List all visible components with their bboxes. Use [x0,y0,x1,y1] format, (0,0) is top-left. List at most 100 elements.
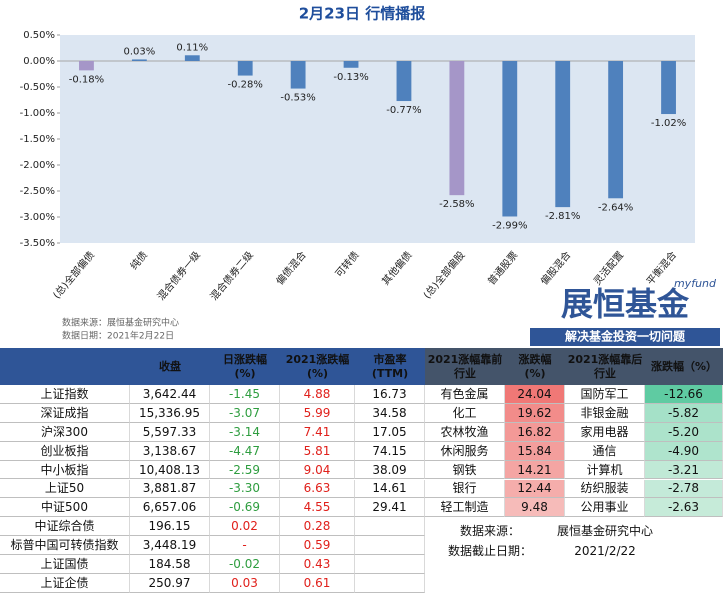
table-cell: 非银金融 [565,403,645,423]
header-cell: 2021涨幅靠前 行业 [425,348,505,385]
table-cell: 3,642.44 [130,385,210,404]
bar [131,59,147,61]
table-cell: 10,408.13 [130,460,210,480]
header-cell: 市盈率 (TTM) [355,348,425,385]
chart-title: 2月23日 行情播报 [299,5,426,23]
table-cell: 184.58 [130,555,210,574]
header-line: 收盘 [159,359,181,373]
table-cell: 34.58 [355,403,425,423]
bar [184,55,200,61]
table-cell: 16.82 [505,422,565,442]
header-cell: 涨跌幅（%） [645,348,723,385]
x-tick-label: 纯债 [127,249,150,273]
y-tick-label: -1.00% [20,108,55,119]
value-label: 0.11% [176,42,208,53]
table-cell: 4.88 [280,385,355,404]
table-cell: -4.47 [210,441,280,461]
table-cell: 0.61 [280,574,355,593]
table-cell: 中证综合债 [0,517,130,537]
bar [290,61,306,89]
value-label: -1.02% [651,118,686,129]
table-cell: 196.15 [130,517,210,537]
y-tick-label: -0.50% [20,82,55,93]
header-line: 行业 [454,366,476,380]
table-cell: 15,336.95 [130,403,210,423]
table-cell: 0.02 [210,517,280,537]
logo-banner [530,328,720,346]
table-cell: 公用事业 [565,498,645,518]
x-tick-label: 普通股票 [485,249,521,288]
header-line: (%) [524,366,546,380]
header-cell: 涨跌幅 (%) [505,348,565,385]
y-tick-label: -1.50% [20,134,55,145]
table-cell [355,536,425,556]
header-cell: 收盘 [130,348,210,385]
table-cell: 家用电器 [565,422,645,442]
table-cell: 38.09 [355,460,425,480]
table-cell: 17.05 [355,422,425,442]
y-tick-label: 0.00% [23,56,55,67]
bar [343,61,359,68]
table-cell: 标普中国可转债指数 [0,536,130,556]
table-cell: 沪深300 [0,422,130,442]
logo-name: 展恒基金 [561,285,690,323]
source-value: 2021/2/22 [574,544,636,559]
table-cell: 16.73 [355,385,425,404]
chart-note: 数据日期：2021年2月22日 [62,330,174,342]
header-line: (%) [306,366,329,380]
table-cell: 中小板指 [0,460,130,480]
table-cell: -0.69 [210,498,280,518]
x-tick-label: 混合债券一级 [154,249,203,303]
header-line: 2021涨幅靠前 [427,352,503,366]
table-cell: -3.21 [645,460,723,480]
table-cell: 0.43 [280,555,355,574]
table-cell: -3.14 [210,422,280,442]
table-cell: 4.55 [280,498,355,518]
plot-area [60,35,695,243]
table-cell: 24.04 [505,385,565,404]
value-label: -0.13% [333,72,368,83]
bar [502,61,518,217]
table-cell: 农林牧渔 [425,422,505,442]
table-cell: 0.59 [280,536,355,556]
bar [449,61,465,196]
value-label: -0.28% [228,80,263,91]
table-cell: 上证国债 [0,555,130,574]
table-cell: 5,597.33 [130,422,210,442]
bar [396,61,412,102]
table-cell: 6.63 [280,479,355,499]
bar [661,61,676,115]
value-label: -0.77% [386,105,421,116]
table-cell: 0.03 [210,574,280,593]
table-cell: 7.41 [280,422,355,442]
header-line: 涨跌幅 [518,352,552,366]
table-cell: 纺织服装 [565,479,645,499]
table-cell: 国防军工 [565,385,645,404]
bar [555,61,571,208]
header-line: (%) [234,366,256,380]
table-cell: 深证成指 [0,403,130,423]
table-cell: 250.97 [130,574,210,593]
value-label: 0.03% [123,46,155,57]
table-cell: 14.61 [355,479,425,499]
header-line: 2021涨跌幅 [285,352,350,366]
value-label: -2.58% [439,199,474,210]
y-tick-label: -3.00% [20,212,55,223]
table-cell: 化工 [425,403,505,423]
bar [608,61,624,199]
logo-slogan: 解决基金投资一切问题 [565,329,686,344]
header-line: 2021涨幅靠后 [567,352,643,366]
table-cell: 上证企债 [0,574,130,593]
table-cell: 3,448.19 [130,536,210,556]
table-cell: 5.99 [280,403,355,423]
value-label: -0.18% [69,74,104,85]
table-cell: -2.63 [645,498,723,518]
table-cell: 0.28 [280,517,355,537]
table-cell [355,517,425,537]
table-cell: -2.59 [210,460,280,480]
table-cell: 9.04 [280,460,355,480]
header-cell: 2021涨幅靠后 行业 [565,348,645,385]
table-cell: -12.66 [645,385,723,404]
x-tick-label: 灵活配置 [591,249,626,287]
